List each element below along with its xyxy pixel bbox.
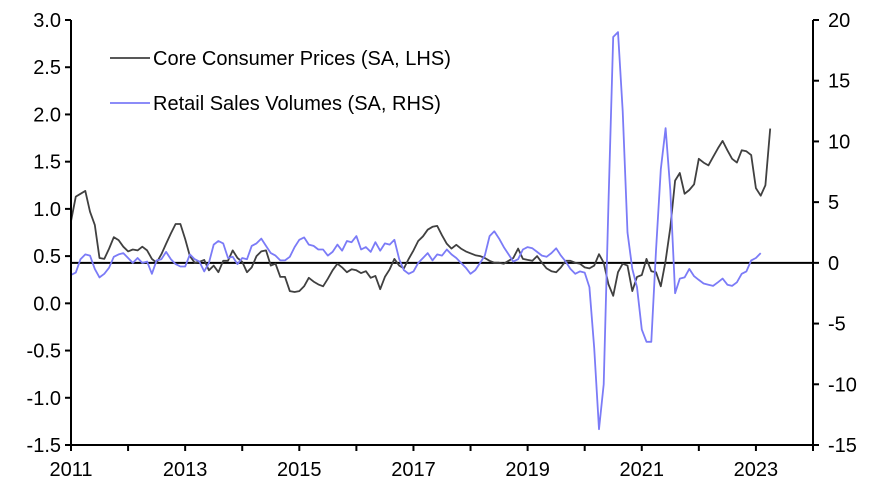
legend-label-core-prices: Core Consumer Prices (SA, LHS) — [153, 48, 451, 70]
x-tick-label: 2021 — [620, 459, 665, 481]
left-y-tick-label: 2.5 — [33, 57, 61, 79]
series-line-core-prices — [70, 128, 772, 297]
x-tick-label: 2013 — [163, 459, 208, 481]
right-y-tick-label: 15 — [828, 71, 850, 93]
left-y-tick-label: 2.0 — [33, 104, 61, 126]
left-y-tick-label: 1.0 — [33, 199, 61, 221]
left-y-tick-label: -1.0 — [27, 388, 61, 410]
x-tick-label: 2023 — [734, 459, 779, 481]
x-tick-label: 2015 — [277, 459, 322, 481]
right-y-tick-label: -10 — [828, 374, 857, 396]
left-y-tick-label: 0.5 — [33, 246, 61, 268]
right-y-tick-label: 20 — [828, 10, 850, 32]
left-y-tick-label: 3.0 — [33, 10, 61, 32]
right-y-tick-label: 0 — [828, 253, 839, 275]
left-y-tick-label: 0.0 — [33, 293, 61, 315]
right-y-tick-label: -5 — [828, 314, 846, 336]
series-line-retail-sales — [70, 31, 762, 431]
left-y-tick-label: -1.5 — [27, 435, 61, 457]
legend: Core Consumer Prices (SA, LHS) Retail Sa… — [110, 48, 451, 115]
left-y-tick-label: -0.5 — [27, 341, 61, 363]
right-y-tick-label: 5 — [828, 192, 839, 214]
left-y-tick-label: 1.5 — [33, 152, 61, 174]
legend-label-retail-sales: Retail Sales Volumes (SA, RHS) — [153, 93, 441, 115]
axes: 3.02.52.01.51.00.50.0-0.5-1.0-1.52015105… — [27, 10, 857, 481]
x-tick-label: 2017 — [391, 459, 436, 481]
x-tick-label: 2011 — [49, 459, 92, 481]
x-tick-label: 2019 — [505, 459, 550, 481]
plot-area — [70, 31, 813, 431]
right-y-tick-label: 10 — [828, 131, 850, 153]
right-y-tick-label: -15 — [828, 435, 857, 457]
